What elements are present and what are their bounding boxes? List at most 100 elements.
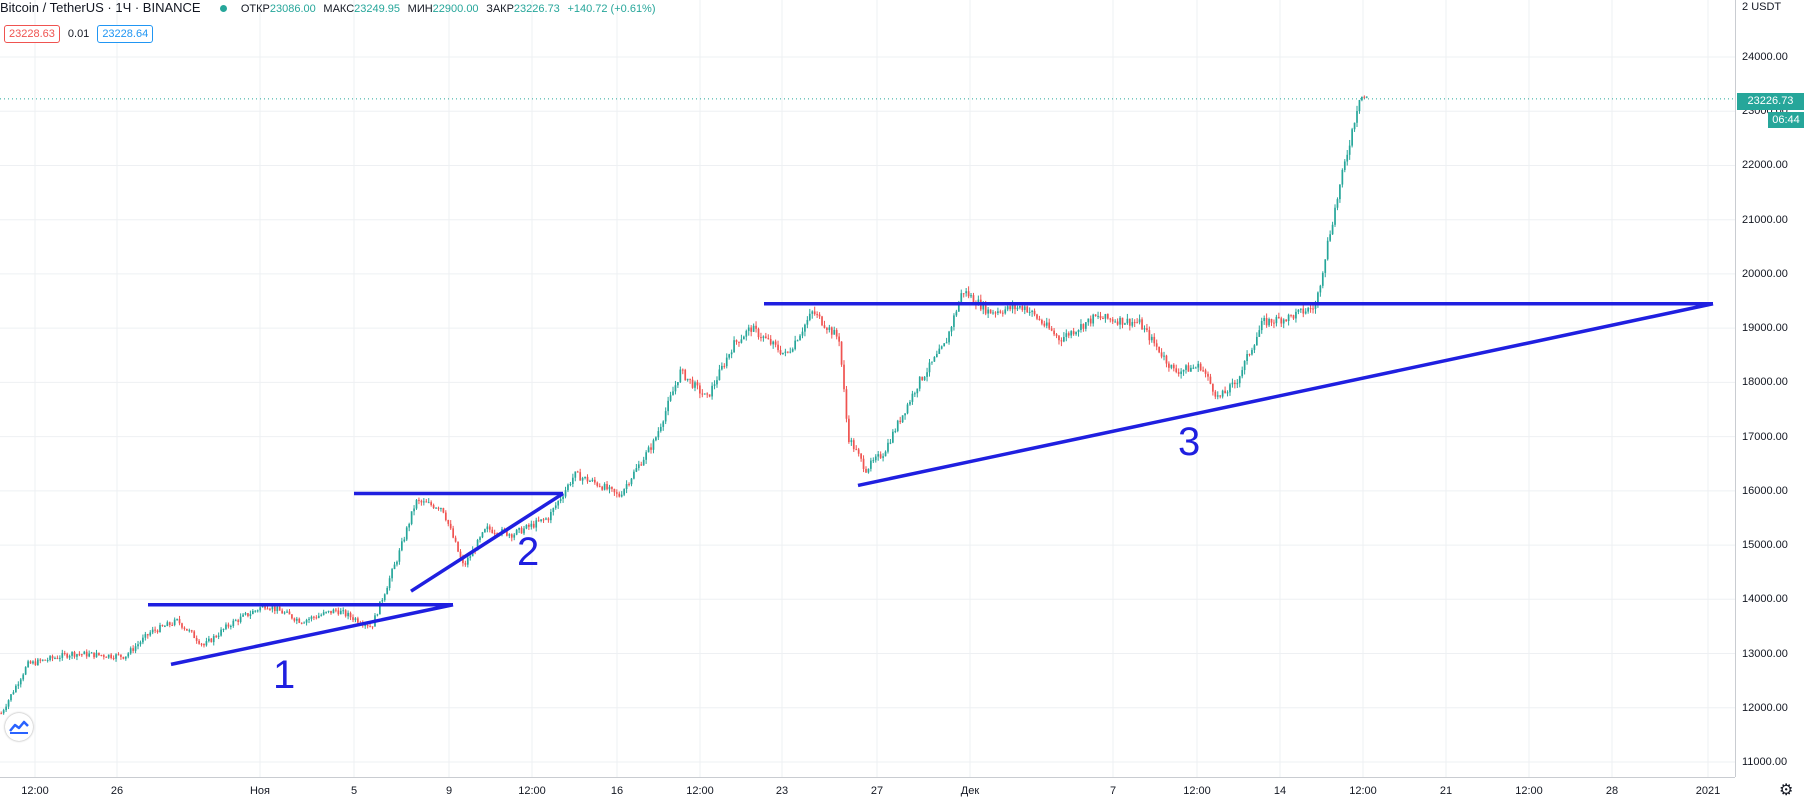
candle-body xyxy=(310,616,313,619)
candle-body xyxy=(1329,234,1331,241)
sell-button[interactable]: 23228.63 xyxy=(4,25,60,43)
candle-body xyxy=(679,369,682,383)
candle-body xyxy=(733,340,735,353)
candle-body xyxy=(315,617,318,619)
candle-body xyxy=(1175,368,1178,373)
candle-body xyxy=(283,612,286,614)
time-tick-label: 27 xyxy=(870,785,884,797)
candle-body xyxy=(320,614,323,616)
candle-body xyxy=(183,627,186,629)
tradingview-logo[interactable] xyxy=(5,713,33,741)
candle-body xyxy=(857,449,860,454)
candle-body xyxy=(1077,329,1080,333)
candle-body xyxy=(93,652,95,658)
candle-body xyxy=(1160,352,1163,357)
candle-body xyxy=(640,464,643,466)
candle-body xyxy=(877,454,880,457)
candle-body xyxy=(308,618,310,620)
candle-body xyxy=(721,365,723,370)
candle-body xyxy=(1185,365,1187,370)
candle-body xyxy=(166,622,169,627)
candle-body xyxy=(186,628,188,631)
candle-body xyxy=(215,636,218,638)
candle-body xyxy=(862,458,865,469)
candle-body xyxy=(972,295,975,303)
candle-body xyxy=(928,362,931,373)
candle-body xyxy=(1045,322,1048,326)
candle-body xyxy=(615,492,618,494)
chart-area[interactable]: Bitcoin / TetherUS · 1Ч · BINANCE ОТКР23… xyxy=(0,0,1735,777)
candle-body xyxy=(899,420,902,423)
candle-body xyxy=(581,478,584,481)
candle-body xyxy=(447,520,450,524)
candle-body xyxy=(208,638,210,642)
time-axis[interactable]: 12:00 26 Ноя 5 9 12:00 16 12:00 23 27 Дек 7 12:00 14 1… xyxy=(0,777,1735,804)
candle-body xyxy=(896,420,899,431)
candle-body xyxy=(452,528,455,538)
candle-body xyxy=(559,499,562,501)
candle-body xyxy=(405,527,408,540)
candle-body xyxy=(608,486,611,490)
candle-body xyxy=(73,652,76,657)
price-axis[interactable]: 2 USDT 24000.00 23000.00 22000.00 21000.00 2… xyxy=(1735,0,1805,777)
candle-body xyxy=(1104,314,1107,319)
candle-body xyxy=(967,291,970,297)
candle-body xyxy=(567,484,569,491)
candle-body xyxy=(225,624,227,629)
candle-body xyxy=(1009,306,1011,310)
candle-body xyxy=(593,479,596,483)
price-tick-label: 12000.00 xyxy=(1742,701,1788,714)
candle-body xyxy=(882,456,884,458)
candle-body xyxy=(34,661,37,666)
candle-body xyxy=(1326,240,1329,260)
gear-icon[interactable]: ⚙ xyxy=(1779,782,1794,799)
candle-body xyxy=(872,460,875,462)
candle-body xyxy=(818,314,821,317)
buy-button[interactable]: 23228.64 xyxy=(97,25,154,43)
candle-body xyxy=(1070,331,1073,336)
symbol-title[interactable]: Bitcoin / TetherUS · 1Ч · BINANCE xyxy=(0,0,201,15)
candle-body xyxy=(848,418,850,443)
candle-body xyxy=(1224,390,1226,394)
candle-body xyxy=(554,505,557,509)
price-chart[interactable] xyxy=(0,0,1735,777)
candle-body xyxy=(742,336,745,340)
time-tick-label: 28 xyxy=(1605,785,1619,797)
candle-body xyxy=(1153,336,1156,344)
candle-body xyxy=(1158,346,1160,353)
time-tick-label: 2021 xyxy=(1695,785,1721,797)
candle-body xyxy=(598,485,601,487)
candle-body xyxy=(212,636,215,643)
candle-body xyxy=(1023,306,1026,311)
candle-body xyxy=(552,508,555,512)
candle-body xyxy=(1026,306,1029,313)
candle-body xyxy=(1280,318,1283,324)
price-tick-label: 19000.00 xyxy=(1742,322,1788,335)
candle-body xyxy=(27,661,29,668)
candle-body xyxy=(83,651,86,655)
candle-body xyxy=(1287,314,1290,322)
candle-body xyxy=(1097,315,1099,317)
candle-body xyxy=(591,479,594,481)
candle-body xyxy=(432,505,435,508)
candle-body xyxy=(286,611,288,613)
candle-body xyxy=(63,652,66,654)
candle-body xyxy=(970,295,972,297)
time-tick-label: 21 xyxy=(1439,785,1453,797)
candle-body xyxy=(835,329,838,337)
candle-body xyxy=(694,382,696,388)
candle-body xyxy=(488,526,491,530)
candle-body xyxy=(999,311,1002,313)
candle-body xyxy=(1126,318,1129,324)
candle-body xyxy=(823,325,826,328)
candle-body xyxy=(376,614,379,616)
time-tick-label: 7 xyxy=(1109,785,1117,797)
candle-body xyxy=(1143,328,1146,330)
candle-body xyxy=(1277,316,1280,319)
candle-body xyxy=(838,336,840,342)
candle-body xyxy=(420,500,423,503)
candle-body xyxy=(337,610,340,615)
candle-body xyxy=(178,619,181,624)
candle-body xyxy=(1150,336,1153,341)
candle-body xyxy=(1163,355,1165,357)
